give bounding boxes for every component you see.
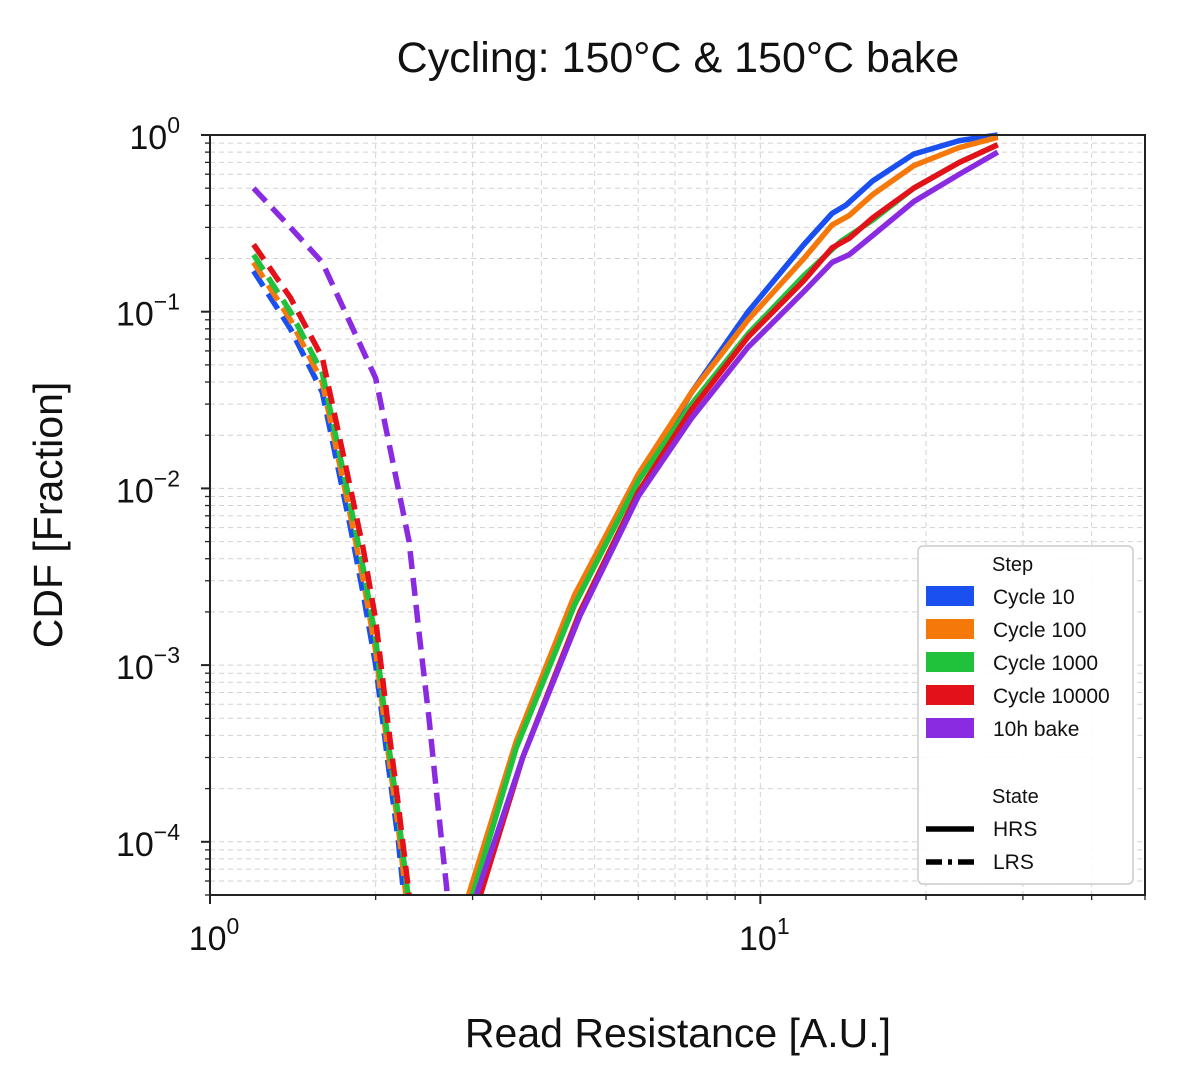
legend-state-title: State [992, 786, 1039, 808]
series-line-10h-bake-lrs [251, 186, 451, 896]
y-tick-label: 10−3 [116, 642, 180, 687]
legend-states: HRS LRS [926, 818, 1037, 874]
legend-step-title: Step [992, 554, 1033, 576]
x-tick-label: 101 [739, 913, 790, 958]
legend-step-label: Cycle 10000 [993, 685, 1110, 708]
series-line-cycle-10000-lrs [251, 242, 412, 896]
legend-step-label: 10h bake [993, 718, 1079, 741]
series-line-10h-bake-hrs [473, 149, 1000, 896]
legend-step-label: Cycle 1000 [993, 652, 1098, 675]
y-tick-label: 10−4 [116, 819, 180, 864]
x-tick-label: 100 [189, 913, 240, 958]
plot-frame [209, 134, 1146, 896]
series-lines [251, 132, 1000, 896]
series-line-cycle-100-lrs [251, 260, 409, 896]
chart-title: Cycling: 150°C & 150°C bake [397, 34, 960, 82]
y-tick-label: 10−1 [116, 289, 180, 334]
legend-step-label: Cycle 100 [993, 619, 1086, 642]
legend-swatch [926, 586, 974, 606]
axis-ticks: 100 101 100 10−1 10−2 10−3 10−4 [116, 112, 1146, 958]
legend-state-label: LRS [993, 851, 1034, 874]
x-axis-label: Read Resistance [A.U.] [465, 1010, 891, 1056]
legend-swatch [926, 718, 974, 738]
y-tick-label: 10−2 [116, 465, 180, 510]
y-axis-label: CDF [Fraction] [25, 382, 71, 649]
legend-swatch [926, 619, 974, 639]
legend-swatch [926, 685, 974, 705]
legend-state-label: HRS [993, 818, 1037, 841]
series-line-cycle-1000-lrs [251, 253, 411, 896]
legend-steps: Cycle 10 Cycle 100 Cycle 1000 Cycle 10000 10… [926, 586, 1110, 741]
series-line-cycle-100-hrs [465, 134, 999, 896]
y-tick-label: 100 [129, 112, 180, 157]
legend-swatch [926, 652, 974, 672]
legend-step-label: Cycle 10 [993, 586, 1075, 609]
